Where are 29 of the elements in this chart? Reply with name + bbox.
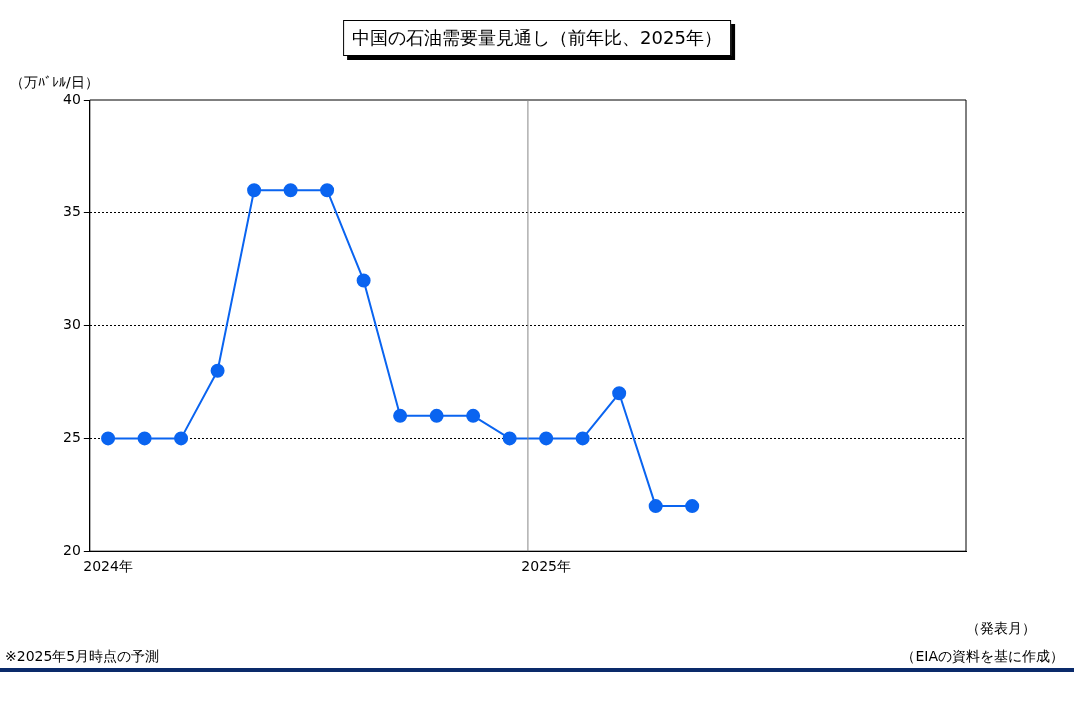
x-axis-title: （発表月）: [966, 620, 1036, 638]
point: [137, 431, 152, 446]
chart-title: 中国の石油需要量見通し（前年比、2025年）: [343, 20, 731, 56]
text: （EIAの資料を基に作成）: [901, 648, 1064, 666]
point: [320, 183, 335, 198]
point: [502, 431, 517, 446]
point: [429, 408, 444, 423]
y-tick-label: 40: [62, 90, 81, 107]
point: [101, 431, 116, 446]
point: [685, 499, 700, 514]
y-tick-label: 35: [62, 203, 81, 220]
y-tick-label: 30: [62, 316, 81, 333]
point: [539, 431, 554, 446]
point: [612, 386, 627, 401]
x-tick-label: 2024年: [83, 558, 133, 575]
point: [393, 408, 408, 423]
y-axis-title: （万ﾊﾞﾚﾙ/日）: [10, 74, 99, 92]
point: [648, 499, 663, 514]
text: ※2025年5月時点の予測: [5, 648, 160, 666]
y-tick-label: 20: [62, 541, 81, 558]
point: [247, 183, 262, 198]
point: [575, 431, 590, 446]
point: [210, 363, 225, 378]
y-tick-label: 25: [62, 429, 81, 446]
x-tick-label: 2025年: [521, 558, 571, 575]
point: [283, 183, 298, 198]
point: [466, 408, 481, 423]
point: [174, 431, 189, 446]
point: [356, 273, 371, 288]
